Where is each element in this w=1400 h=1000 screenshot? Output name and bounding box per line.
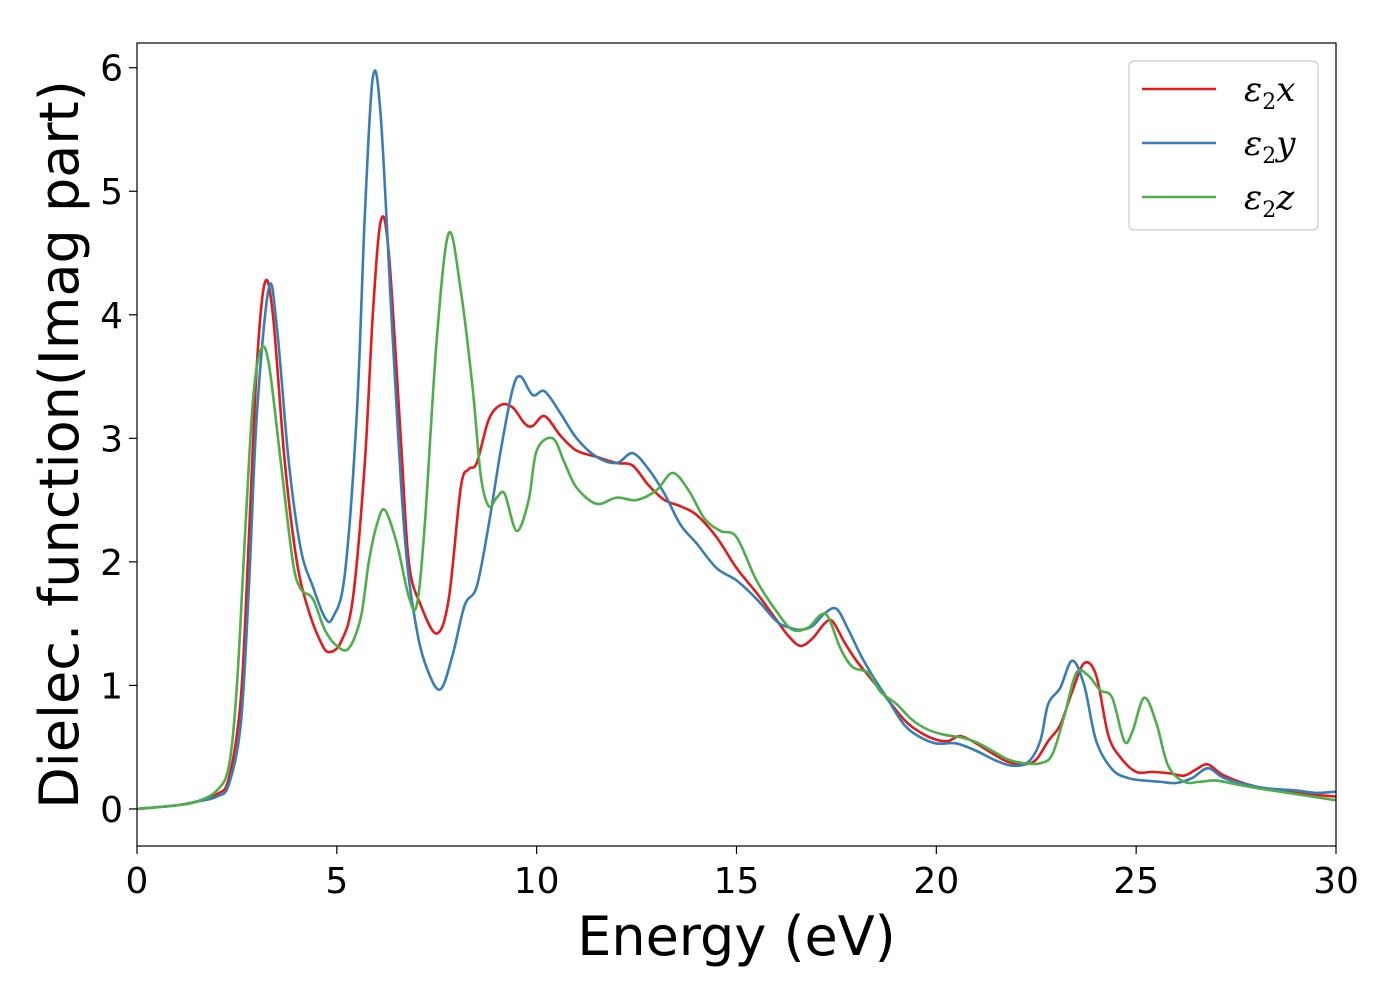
y-axis-label: Dielec. function(Imag part) <box>28 80 91 809</box>
y-tick-label: 4 <box>100 296 123 337</box>
x-tick-label: 25 <box>1113 861 1159 902</box>
legend-label-y: ε2y <box>1244 124 1296 169</box>
x-tick-label: 30 <box>1313 861 1359 902</box>
y-tick-label: 2 <box>100 543 123 584</box>
x-tick-label: 15 <box>714 861 760 902</box>
y-tick-label: 6 <box>100 49 123 90</box>
y-tick-label: 3 <box>100 419 123 460</box>
series-line-z <box>137 230 1336 811</box>
y-tick-label: 0 <box>100 790 123 831</box>
x-tick-label: 20 <box>913 861 959 902</box>
legend-label-x: ε2x <box>1244 70 1295 115</box>
series-line-y <box>137 69 1336 811</box>
series-layer <box>137 69 1336 811</box>
y-axis-ticks: 0 1 2 3 4 5 6 <box>100 49 137 831</box>
y-tick-label: 1 <box>100 666 123 707</box>
x-tick-label: 5 <box>325 861 348 902</box>
legend-box <box>1128 60 1319 231</box>
x-tick-label: 10 <box>514 861 560 902</box>
legend: ε2x ε2y ε2z <box>1128 60 1319 231</box>
legend-label-z: ε2z <box>1244 178 1295 223</box>
y-tick-label: 5 <box>100 172 123 213</box>
x-axis-ticks: 0 5 10 15 20 25 30 <box>126 846 1359 902</box>
x-tick-label: 0 <box>126 861 149 902</box>
x-axis-label: Energy (eV) <box>577 905 896 968</box>
